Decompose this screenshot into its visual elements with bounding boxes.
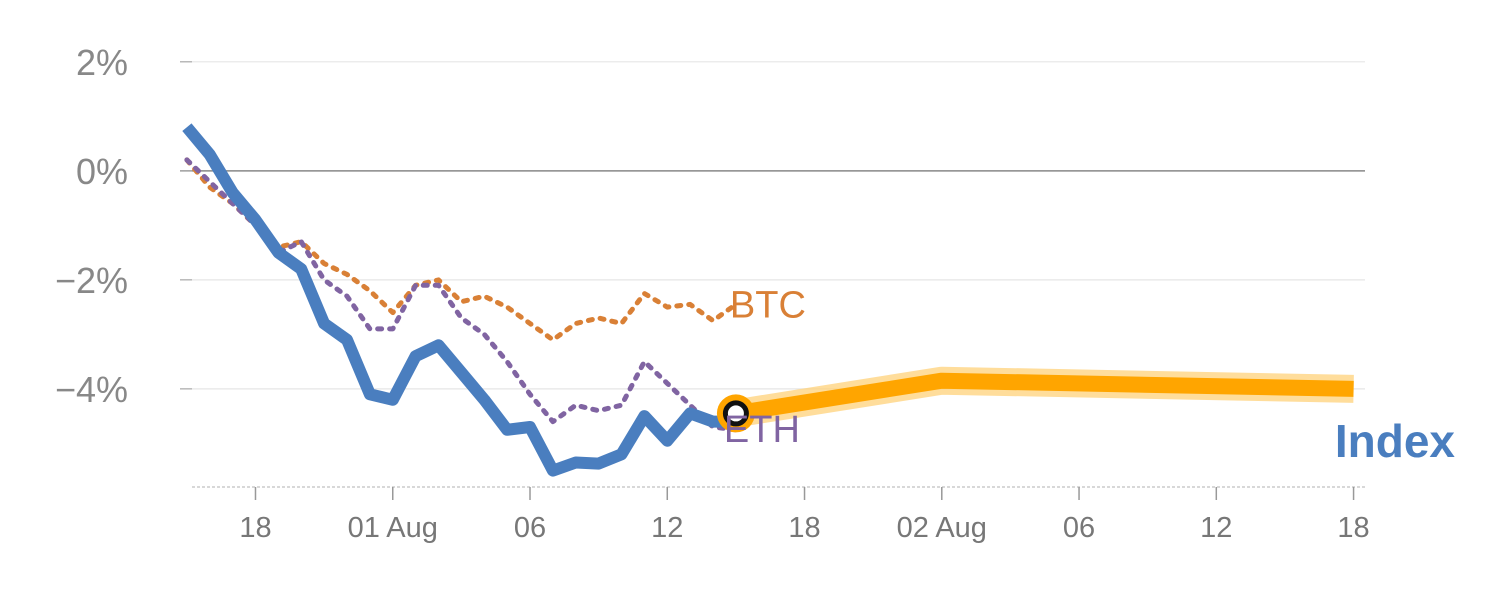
projection-band-line bbox=[734, 372, 1354, 422]
current-point-marker bbox=[722, 400, 749, 427]
y-tick-label: −2% bbox=[55, 260, 128, 301]
x-tick-label: 18 bbox=[1337, 512, 1369, 544]
y-tick-label: −4% bbox=[55, 369, 128, 410]
x-tick-label: 06 bbox=[514, 512, 546, 544]
y-axis-ticks: 2% 0% −2% −4% bbox=[55, 42, 128, 410]
series-btc-line bbox=[184, 157, 739, 343]
x-tick-label: 18 bbox=[239, 512, 271, 544]
x-tick-label: 01 Aug bbox=[348, 512, 438, 544]
index-series-label: Index bbox=[1335, 415, 1456, 467]
x-tick-label: 12 bbox=[651, 512, 683, 544]
y-tick-label: 2% bbox=[76, 42, 128, 83]
x-tick-label: 02 Aug bbox=[897, 512, 987, 544]
x-tick-label: 06 bbox=[1063, 512, 1095, 544]
eth-series-label: ETH bbox=[724, 409, 800, 451]
series-layer bbox=[182, 123, 1354, 477]
marker-layer bbox=[716, 394, 755, 433]
y-tick-label: 0% bbox=[76, 151, 128, 192]
x-axis-ticks: 18 01 Aug 06 12 18 02 Aug 06 12 18 bbox=[239, 487, 1370, 544]
x-tick-label: 18 bbox=[788, 512, 820, 544]
btc-series-label: BTC bbox=[730, 284, 806, 326]
series-index-line bbox=[182, 123, 736, 477]
x-tick-label: 12 bbox=[1200, 512, 1232, 544]
grid-layer bbox=[180, 61, 1365, 390]
